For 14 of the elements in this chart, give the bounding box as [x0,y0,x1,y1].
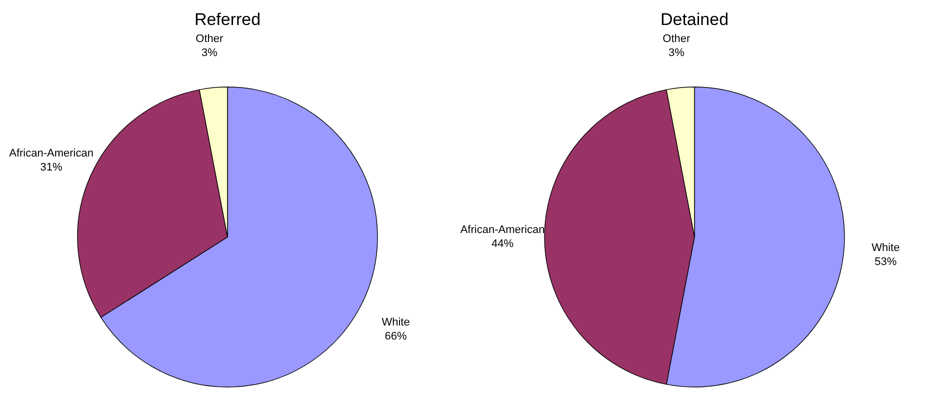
data-label: 31% [40,162,63,174]
slice-label: Other [662,32,691,45]
slice-label: White [382,316,410,328]
chart-title: Detained [660,10,729,29]
slice-label: Other [196,32,224,45]
slice-label: African-American [460,224,545,236]
data-label: 53% [874,256,897,268]
data-label: 3% [201,46,218,59]
data-label: 3% [668,46,685,59]
slice-label: White [872,242,900,254]
data-label: 44% [491,238,514,250]
slice-label: African-American [9,148,94,160]
data-label: 66% [384,330,407,342]
chart-title: Referred [194,10,261,29]
